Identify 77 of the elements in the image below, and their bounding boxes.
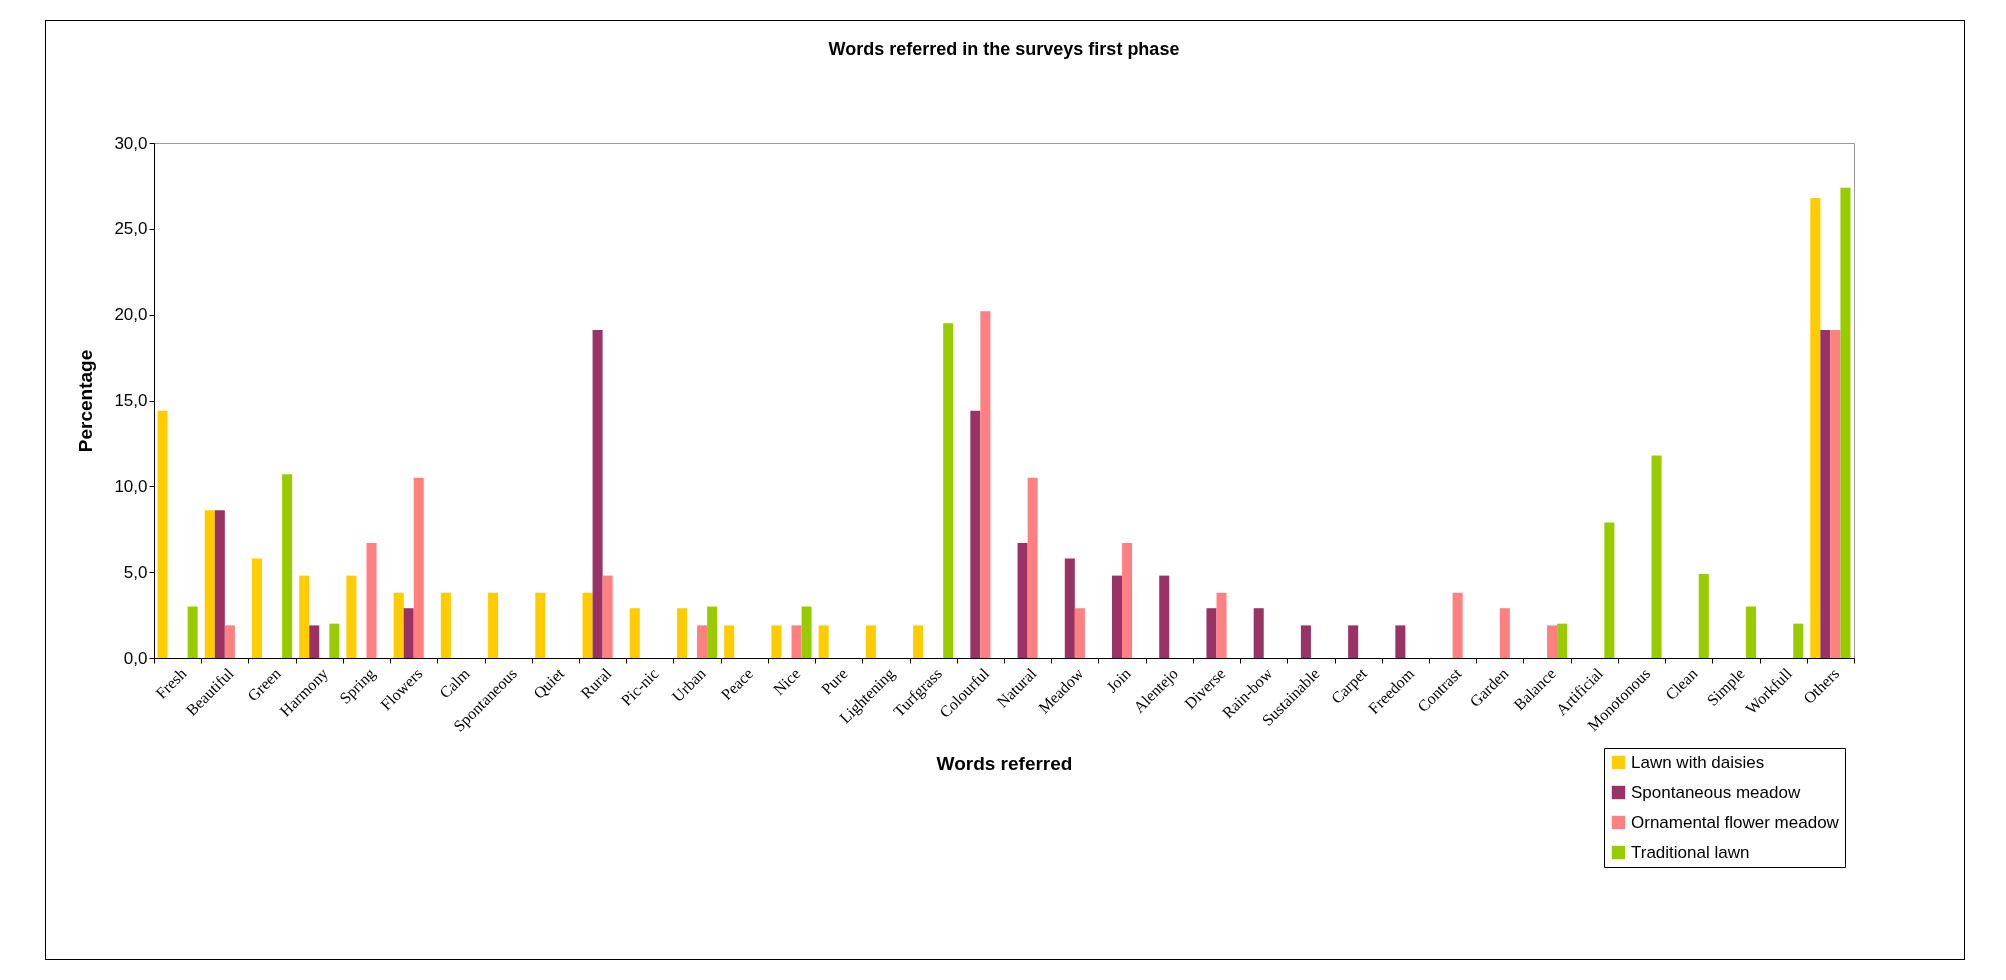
bar <box>865 625 876 658</box>
bar <box>1793 623 1804 658</box>
bar <box>1112 575 1123 658</box>
bar <box>980 311 991 658</box>
bar <box>1820 330 1831 658</box>
bar <box>1604 522 1615 658</box>
bar <box>282 474 293 658</box>
x-tick-label: Join <box>1102 664 1134 696</box>
bar <box>913 625 924 658</box>
bar <box>329 623 340 658</box>
x-axis-title: Words referred <box>936 752 1073 774</box>
bar <box>1017 542 1028 658</box>
bar <box>801 606 812 658</box>
y-axis-title: Percentage <box>75 349 97 453</box>
bar <box>488 592 499 658</box>
bar <box>676 608 688 658</box>
bar <box>309 625 320 658</box>
bar <box>1810 197 1821 658</box>
bar <box>582 592 593 658</box>
y-tick-label: 25,0 <box>114 219 148 239</box>
chart-title: Words referred in the surveys first phase <box>828 39 1180 59</box>
bar <box>1064 558 1075 658</box>
bar <box>1348 625 1359 658</box>
bar <box>346 575 357 658</box>
bar <box>187 606 198 658</box>
bar <box>1547 625 1558 658</box>
bar <box>224 625 235 658</box>
bar <box>440 592 451 658</box>
legend-label: Traditional lawn <box>1631 842 1750 862</box>
bar <box>535 592 546 658</box>
bar <box>1698 573 1709 658</box>
bar <box>1216 592 1227 658</box>
bar <box>366 542 377 658</box>
y-tick-label: 30,0 <box>114 133 148 153</box>
legend-label: Lawn with daisies <box>1631 752 1765 772</box>
y-tick-label: 0,0 <box>123 648 148 668</box>
bar <box>1206 608 1217 658</box>
bar <box>1557 623 1568 658</box>
bar <box>1452 592 1463 658</box>
bar <box>1159 575 1170 658</box>
bar <box>771 625 782 658</box>
bar <box>791 625 802 658</box>
bar <box>943 323 954 658</box>
bar <box>1122 542 1133 658</box>
y-tick-label: 20,0 <box>114 305 148 325</box>
bar <box>592 330 603 658</box>
bar <box>818 625 829 658</box>
bar <box>1074 608 1085 658</box>
bar <box>403 608 414 658</box>
bar <box>697 625 708 658</box>
bar <box>413 477 424 658</box>
bar <box>393 592 404 658</box>
bar <box>1253 608 1264 658</box>
bar <box>214 510 225 658</box>
bar <box>724 625 735 658</box>
legend-label: Spontaneous meadow <box>1631 782 1801 802</box>
bar <box>1840 187 1851 658</box>
x-tick-label: Nice <box>769 664 804 699</box>
legend-label: Ornamental flower meadow <box>1631 812 1840 832</box>
y-tick-label: 15,0 <box>114 391 148 410</box>
bar <box>1300 625 1311 658</box>
bar <box>157 410 168 658</box>
bar <box>602 575 613 658</box>
bar <box>970 410 981 658</box>
y-tick-label: 5,0 <box>123 562 148 582</box>
bar <box>629 608 640 658</box>
bar <box>1395 625 1406 658</box>
y-tick-label: 10,0 <box>114 476 148 496</box>
bar <box>204 510 215 658</box>
bar <box>1830 330 1841 658</box>
bar <box>707 606 718 658</box>
bar <box>251 558 263 658</box>
bar <box>1651 455 1662 658</box>
bar <box>1499 608 1510 658</box>
bar <box>299 575 310 658</box>
bar <box>1027 477 1038 658</box>
bar <box>1745 606 1757 658</box>
